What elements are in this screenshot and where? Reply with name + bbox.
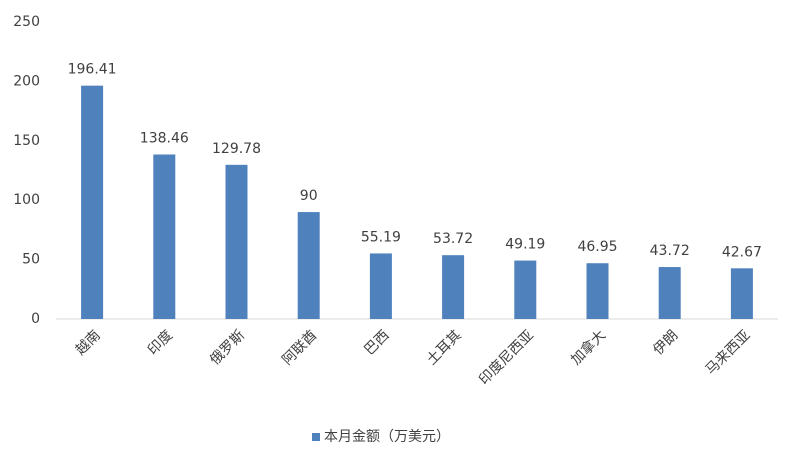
data-label: 129.78 [212,141,261,157]
legend-label: 本月金额（万美元） [324,429,450,445]
data-label: 55.19 [361,229,401,245]
x-tick-label: 俄罗斯 [207,327,248,368]
x-tick-label: 伊朗 [650,327,681,358]
data-label: 43.72 [650,243,690,259]
data-label: 138.46 [140,131,189,147]
bar [442,255,465,319]
bar [225,164,248,319]
data-label: 42.67 [722,244,762,260]
x-tick-label: 越南 [73,327,104,358]
data-label: 53.72 [433,231,473,247]
bar [586,263,609,319]
bar [153,154,176,319]
y-tick-label: 150 [13,133,40,149]
x-tick-label: 加拿大 [567,327,609,369]
y-tick-label: 0 [31,311,40,327]
x-tick-label: 马来西亚 [703,327,754,378]
data-label: 90 [300,188,318,204]
bar [369,253,392,319]
bar [81,85,104,319]
data-label: 196.41 [68,62,117,78]
bar [730,268,753,319]
bar [658,267,681,319]
data-label: 46.95 [577,239,617,255]
y-tick-label: 250 [13,14,40,30]
x-tick-label: 印度 [145,327,176,358]
bar [514,260,537,319]
x-tick-label: 巴西 [361,327,392,358]
y-tick-label: 100 [13,192,40,208]
legend-swatch [312,433,320,441]
x-tick-label: 印度尼西亚 [476,327,537,388]
bar [297,212,320,319]
x-tick-label: 土耳其 [424,327,465,368]
y-tick-label: 200 [13,73,40,89]
y-tick-label: 50 [22,252,40,268]
data-label: 49.19 [505,237,545,253]
x-tick-label: 阿联酋 [279,327,321,369]
